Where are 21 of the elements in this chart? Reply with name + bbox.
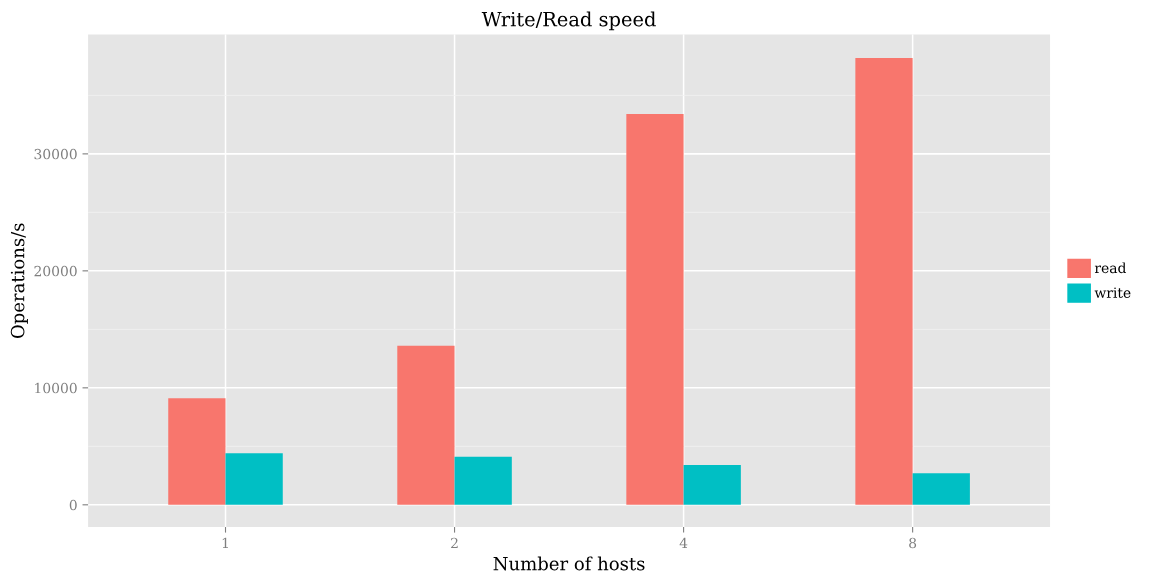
x-tick-label: 8 xyxy=(909,537,917,549)
bar xyxy=(855,57,913,505)
bar xyxy=(225,453,283,505)
x-axis-title: Number of hosts xyxy=(493,556,645,571)
x-tick-label: 2 xyxy=(451,537,458,549)
bar xyxy=(168,398,226,505)
x-tick-label: 4 xyxy=(679,537,688,549)
bar xyxy=(626,114,684,505)
bar xyxy=(397,345,455,505)
bar xyxy=(912,473,970,505)
y-tick-label: 10000 xyxy=(35,382,77,394)
legend-label: read xyxy=(1094,262,1127,274)
chart-title: Write/Read speed xyxy=(481,11,656,31)
bar xyxy=(683,465,741,505)
x-tick-label: 1 xyxy=(222,537,228,549)
y-tick-label: 20000 xyxy=(34,265,77,277)
bar xyxy=(454,456,512,505)
y-axis-title: Operations/s xyxy=(10,223,28,339)
y-tick-label: 30000 xyxy=(34,148,77,160)
legend-label: write xyxy=(1094,287,1131,298)
y-tick-label: 0 xyxy=(69,499,77,511)
